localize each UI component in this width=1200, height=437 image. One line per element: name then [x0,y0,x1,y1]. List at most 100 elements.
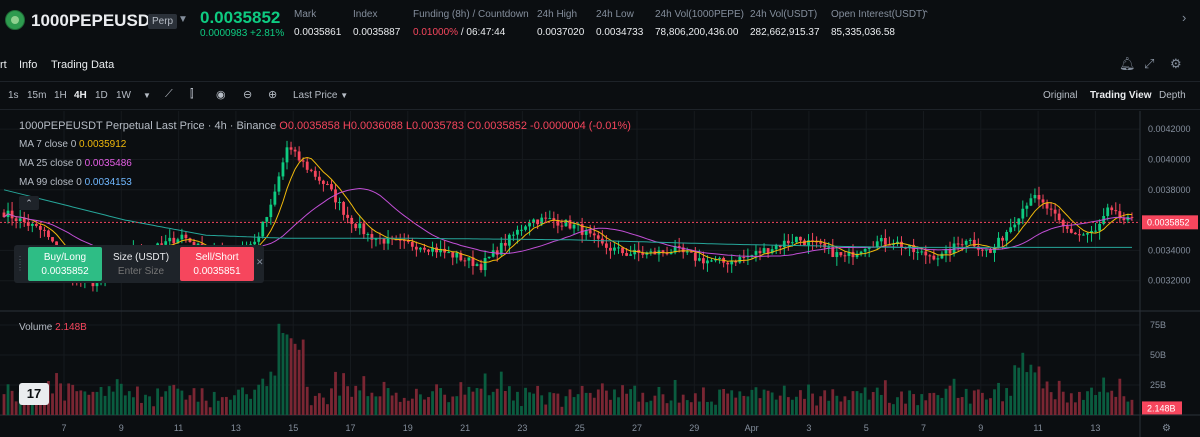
stat-open-interest[interactable]: Open Interest(USDT) 85,335,036.58 [831,9,925,38]
candle-body [273,191,277,205]
volume-bar [487,395,491,415]
volume-bar [993,389,996,415]
candle-body [552,218,556,221]
candle-body [528,222,531,227]
timeframe-1w[interactable]: 1W [116,90,131,101]
volume-bar [600,383,604,415]
chart-legend-title: 1000PEPEUSDT Perpetual Last Price · 4h ·… [19,120,631,132]
sell-short-button[interactable]: Sell/Short 0.0035851 [180,247,254,281]
volume-bar [1122,396,1126,415]
current-price-tag [1142,215,1198,230]
candle-body [584,230,588,235]
candle-body [1114,210,1118,212]
drag-handle-icon[interactable]: ⋮ ⋮ [16,255,24,272]
view-trading-view[interactable]: Trading View [1090,90,1152,101]
stat-funding[interactable]: Funding (8h) / Countdown 0.01000% / 06:4… [413,9,529,38]
candle-body [38,225,42,230]
volume-bar [269,371,273,415]
volume-bar [786,397,790,415]
volume-bar [63,400,67,415]
price-type-select[interactable]: Last Price ▼ [293,90,348,101]
symbol-dropdown-caret-icon[interactable]: ▼ [178,14,188,25]
candle-body [766,248,770,254]
bell-icon[interactable]: 🔔︎ [1119,56,1136,71]
view-original[interactable]: Original [1043,90,1078,101]
buy-price: 0.0035852 [41,266,89,277]
add-icon[interactable]: ⊕ [268,89,278,101]
size-input[interactable] [104,266,178,277]
tab-trading-data[interactable]: Trading Data [51,59,115,71]
symbol-name[interactable]: 1000PEPEUSDT [31,11,161,30]
ma25-legend[interactable]: MA 25 close 0 0.0035486 [19,158,132,169]
volume-bars [2,323,1134,415]
volume-bar [313,395,317,415]
candle-body [778,245,782,248]
timeframe-4h[interactable]: 4H [74,90,87,101]
stat-label: 24h Vol(USDT) [750,9,818,20]
collapse-legend-chevron-icon[interactable]: ⌃ [19,196,39,210]
candle-body [253,241,257,245]
stat-24h-low: 24h Low 0.0034733 [596,9,643,38]
timeframe-1s[interactable]: 1s [8,90,19,101]
volume-bar [204,400,208,415]
candle-body [435,247,438,253]
candle-body [180,234,184,240]
expand-icon[interactable]: ⤢ [1144,56,1155,71]
price-chart[interactable]: 0.0042000 0.0040000 0.0038000 0.0034000 0.00… [0,111,1200,437]
open-interest-caret-icon[interactable]: ⌃ [922,9,930,19]
volume-bar [330,388,333,415]
volume-bar [896,397,899,415]
volume-bar [192,388,196,415]
volume-bar [807,384,810,415]
volume-bar [762,389,766,415]
volume-bar [467,386,471,415]
volume-bar [115,379,119,415]
candle-body [168,237,172,242]
candle-body [370,234,374,240]
volume-bar [249,398,253,415]
ma99-legend[interactable]: MA 99 close 0 0.0034153 [19,177,132,188]
settings-icon[interactable]: ⚙ [1170,56,1182,71]
indicator-icon[interactable]: ⟋ [165,88,173,100]
volume-bar [843,396,847,415]
layout-icon[interactable]: ⊖ [243,89,253,101]
tab-chart[interactable]: rt [0,59,7,71]
ma7-legend[interactable]: MA 7 close 0 0.0035912 [19,139,126,150]
more-timeframes-caret-icon[interactable]: ▼ [143,91,151,100]
volume-bar [572,397,576,415]
volume-bar [932,392,936,415]
buy-long-button[interactable]: Buy/Long 0.0035852 [28,247,102,281]
camera-icon[interactable]: ◉ [216,89,226,101]
volume-bar [1037,366,1041,415]
date-axis-label: 17 [345,423,355,433]
candle-body [932,255,936,260]
volume-bar [67,383,71,415]
volume-bar [233,395,236,415]
volume-bar [1098,391,1102,415]
volume-bar [305,386,309,415]
candle-body [317,176,321,181]
volume-bar [540,395,544,415]
volume-bar [596,389,600,415]
timeframe-1h[interactable]: 1H [54,90,67,101]
tab-info[interactable]: Info [19,59,38,71]
funding-countdown: / 06:47:44 [458,27,506,38]
candle-body [879,238,883,242]
ohlc-values: O0.0035858 H0.0036088 L0.0035783 C0.0035… [279,120,631,132]
volume-bar [111,391,115,415]
volume-bar [123,395,127,415]
timeframe-15m[interactable]: 15m [27,90,47,101]
candle-type-icon[interactable]: ⫿ [190,88,194,100]
view-depth[interactable]: Depth [1159,90,1186,101]
timeframe-1d[interactable]: 1D [95,90,108,101]
close-icon[interactable]: ✕ [256,257,264,267]
volume-bar [649,400,653,415]
more-stats-chevron-icon[interactable]: › [1182,10,1187,25]
stat-value: 0.0034733 [596,27,644,38]
candle-body [1078,234,1081,236]
volume-bar [156,388,160,415]
volume-bar [968,403,972,415]
candle-body [499,242,503,255]
candle-body [762,248,766,254]
volume-bar [847,400,851,415]
